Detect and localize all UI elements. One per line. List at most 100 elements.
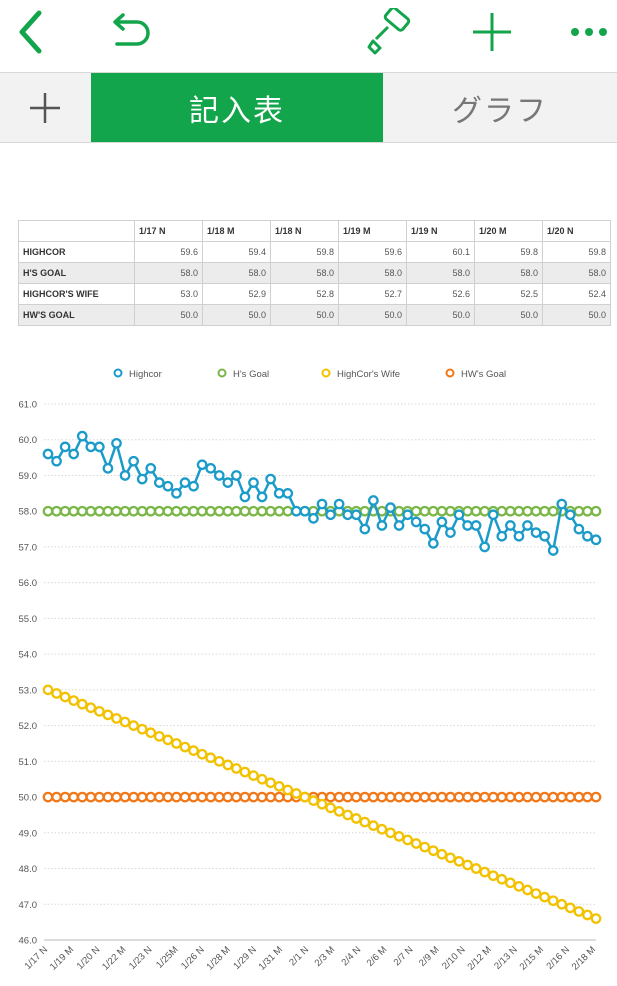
data-point bbox=[333, 806, 345, 817]
data-table[interactable]: 1/17 N 1/18 M 1/18 N 1/19 M 1/19 N 1/20 M 1/20… bbox=[18, 220, 617, 332]
data-point bbox=[342, 791, 354, 803]
data-point bbox=[564, 791, 576, 803]
data-point bbox=[128, 505, 139, 517]
table-cell[interactable]: 52.6 bbox=[406, 283, 475, 305]
data-point bbox=[256, 491, 268, 503]
data-point bbox=[119, 716, 131, 728]
column-header[interactable]: 1/20 M bbox=[474, 220, 543, 242]
column-header[interactable]: 1/20 N bbox=[542, 220, 611, 242]
format-button[interactable] bbox=[364, 4, 416, 60]
table-row: HIGHCOR 59.6 59.4 59.8 59.6 60.1 59.8 59.8 bbox=[18, 241, 611, 263]
data-point bbox=[248, 770, 259, 781]
table-cell[interactable]: 58.0 bbox=[202, 262, 271, 284]
data-point bbox=[111, 713, 122, 724]
table-cell[interactable]: 50.0 bbox=[134, 304, 203, 326]
table-cell[interactable]: 58.0 bbox=[134, 262, 203, 284]
data-point bbox=[308, 795, 319, 806]
undo-button[interactable] bbox=[104, 4, 154, 60]
data-point bbox=[256, 773, 268, 785]
table-cell[interactable]: 50.0 bbox=[270, 304, 339, 326]
back-button[interactable] bbox=[8, 4, 52, 60]
more-button[interactable] bbox=[566, 4, 612, 60]
column-header[interactable]: 1/19 M bbox=[338, 220, 407, 242]
data-point bbox=[505, 877, 516, 889]
data-point bbox=[556, 898, 568, 910]
row-header[interactable]: H'S GOAL bbox=[18, 262, 135, 284]
tab-entry-sheet[interactable]: 記入表 bbox=[91, 73, 383, 142]
y-tick-label: 61.0 bbox=[19, 400, 38, 411]
table-cell[interactable]: 58.0 bbox=[270, 262, 339, 284]
y-tick-label: 54.0 bbox=[19, 650, 38, 661]
legend-label: HighCor's Wife bbox=[337, 369, 400, 380]
data-point bbox=[239, 505, 251, 517]
table-cell[interactable]: 59.6 bbox=[338, 241, 407, 263]
data-point bbox=[213, 470, 225, 481]
x-tick-label: 2/1 N bbox=[287, 944, 311, 968]
data-point bbox=[42, 684, 54, 696]
data-point bbox=[522, 791, 533, 803]
data-point bbox=[582, 791, 593, 803]
table-cell[interactable]: 58.0 bbox=[474, 262, 543, 284]
tab-graph[interactable]: グラフ bbox=[452, 93, 548, 129]
data-point bbox=[410, 791, 422, 803]
table-cell[interactable]: 52.4 bbox=[542, 283, 611, 305]
row-header[interactable]: HW'S GOAL bbox=[18, 304, 135, 326]
table-cell[interactable]: 59.6 bbox=[134, 241, 203, 263]
data-point bbox=[462, 520, 473, 531]
table-cell[interactable]: 50.0 bbox=[202, 304, 271, 326]
data-point bbox=[213, 755, 225, 767]
data-point bbox=[436, 848, 448, 860]
data-point bbox=[436, 516, 448, 528]
table-cell[interactable]: 59.8 bbox=[542, 241, 611, 263]
table-cell[interactable]: 58.0 bbox=[406, 262, 475, 284]
table-cell[interactable]: 52.9 bbox=[202, 283, 271, 305]
column-header[interactable]: 1/18 N bbox=[270, 220, 339, 242]
data-point bbox=[505, 505, 516, 517]
data-point bbox=[162, 734, 174, 746]
data-point bbox=[445, 791, 456, 803]
data-point bbox=[505, 791, 516, 803]
row-header[interactable]: HIGHCOR bbox=[18, 241, 135, 263]
data-point bbox=[231, 791, 242, 803]
data-point bbox=[136, 791, 148, 803]
table-cell[interactable]: 53.0 bbox=[134, 283, 203, 305]
data-point bbox=[59, 691, 71, 703]
table-cell[interactable]: 50.0 bbox=[406, 304, 475, 326]
table-cell[interactable]: 52.8 bbox=[270, 283, 339, 305]
data-point bbox=[539, 505, 550, 517]
table-header-row: 1/17 N 1/18 M 1/18 N 1/19 M 1/19 N 1/20 M 1/20… bbox=[18, 220, 611, 242]
data-point bbox=[342, 809, 354, 821]
data-point bbox=[368, 791, 379, 803]
y-tick-label: 60.0 bbox=[19, 435, 38, 446]
data-point bbox=[248, 505, 259, 517]
x-tick-label: 2/13 N bbox=[492, 944, 520, 972]
table-cell[interactable]: 60.1 bbox=[406, 241, 475, 263]
data-point bbox=[111, 505, 122, 517]
table-cell[interactable]: 52.5 bbox=[474, 283, 543, 305]
data-point bbox=[419, 791, 431, 803]
legend-label: H's Goal bbox=[233, 369, 269, 380]
row-header[interactable]: HIGHCOR'S WIFE bbox=[18, 283, 135, 305]
data-point bbox=[445, 505, 456, 517]
table-cell[interactable]: 59.8 bbox=[270, 241, 339, 263]
table-cell[interactable]: 58.0 bbox=[338, 262, 407, 284]
column-header[interactable]: 1/19 N bbox=[406, 220, 475, 242]
add-sheet-button[interactable] bbox=[0, 73, 90, 142]
data-point bbox=[51, 505, 62, 517]
column-header[interactable]: 1/17 N bbox=[134, 220, 203, 242]
table-cell[interactable]: 59.4 bbox=[202, 241, 271, 263]
table-cell[interactable]: 52.7 bbox=[338, 283, 407, 305]
table-cell[interactable]: 50.0 bbox=[542, 304, 611, 326]
table-cell[interactable]: 50.0 bbox=[338, 304, 407, 326]
table-cell[interactable]: 58.0 bbox=[542, 262, 611, 284]
data-point bbox=[179, 505, 191, 517]
add-button[interactable] bbox=[468, 4, 516, 60]
data-point bbox=[573, 523, 585, 535]
column-header[interactable]: 1/18 M bbox=[202, 220, 271, 242]
table-cell[interactable]: 59.8 bbox=[474, 241, 543, 263]
table-cell[interactable]: 50.0 bbox=[474, 304, 543, 326]
data-point bbox=[410, 838, 422, 849]
data-point bbox=[402, 509, 413, 521]
data-point bbox=[333, 791, 345, 803]
data-point bbox=[427, 538, 439, 549]
